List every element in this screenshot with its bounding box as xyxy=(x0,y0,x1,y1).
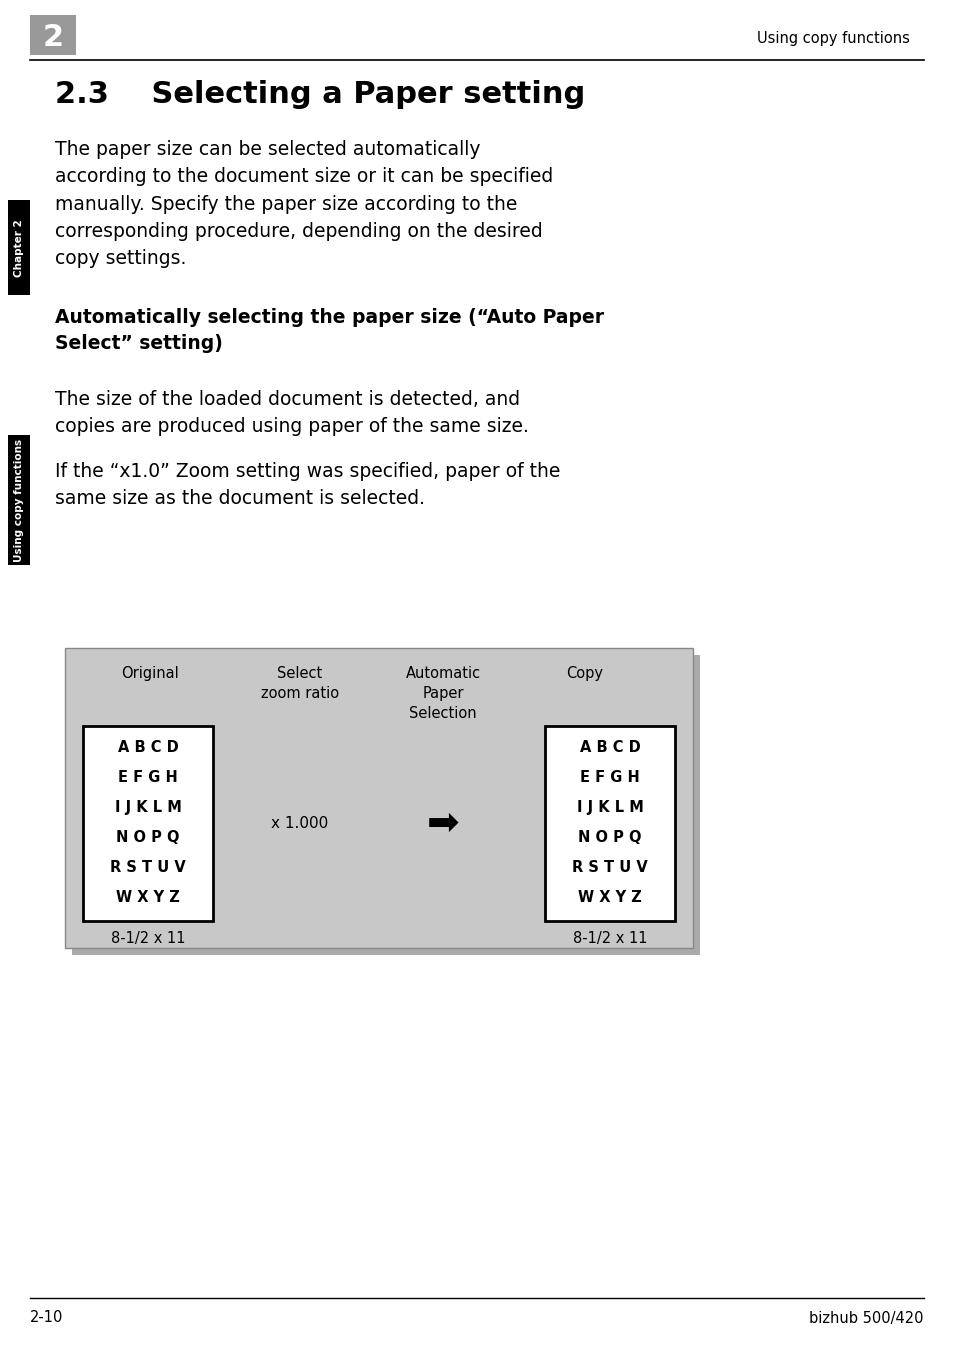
Text: N O P Q: N O P Q xyxy=(116,830,179,845)
Text: Copy: Copy xyxy=(566,667,603,681)
Text: bizhub 500/420: bizhub 500/420 xyxy=(809,1310,923,1325)
Text: I J K L M: I J K L M xyxy=(114,800,181,815)
Text: Chapter 2: Chapter 2 xyxy=(14,219,24,277)
Text: A B C D: A B C D xyxy=(579,740,639,754)
Text: x 1.000: x 1.000 xyxy=(271,817,328,831)
Text: The size of the loaded document is detected, and
copies are produced using paper: The size of the loaded document is detec… xyxy=(55,389,528,437)
Text: 8-1/2 x 11: 8-1/2 x 11 xyxy=(572,932,646,946)
Bar xyxy=(83,726,213,921)
Bar xyxy=(71,654,700,955)
Text: If the “x1.0” Zoom setting was specified, paper of the
same size as the document: If the “x1.0” Zoom setting was specified… xyxy=(55,462,559,508)
Text: Automatically selecting the paper size (“Auto Paper
Select” setting): Automatically selecting the paper size (… xyxy=(55,308,603,353)
Text: A B C D: A B C D xyxy=(117,740,178,754)
Text: 8-1/2 x 11: 8-1/2 x 11 xyxy=(111,932,185,946)
Text: R S T U V: R S T U V xyxy=(572,860,647,875)
Text: Using copy functions: Using copy functions xyxy=(757,31,909,46)
Text: N O P Q: N O P Q xyxy=(578,830,641,845)
Bar xyxy=(65,648,692,948)
Text: W X Y Z: W X Y Z xyxy=(116,890,180,904)
Bar xyxy=(8,435,30,565)
Text: 2.3    Selecting a Paper setting: 2.3 Selecting a Paper setting xyxy=(55,80,584,110)
Text: R S T U V: R S T U V xyxy=(110,860,186,875)
Text: E F G H: E F G H xyxy=(118,771,177,786)
Text: Using copy functions: Using copy functions xyxy=(14,438,24,561)
Text: W X Y Z: W X Y Z xyxy=(578,890,641,904)
Text: Automatic
Paper
Selection: Automatic Paper Selection xyxy=(405,667,480,721)
Text: Select
zoom ratio: Select zoom ratio xyxy=(261,667,338,700)
Text: ➡: ➡ xyxy=(426,804,458,842)
Text: Original: Original xyxy=(121,667,178,681)
Bar xyxy=(8,200,30,295)
Text: The paper size can be selected automatically
according to the document size or i: The paper size can be selected automatic… xyxy=(55,141,553,268)
Text: E F G H: E F G H xyxy=(579,771,639,786)
Bar xyxy=(544,726,675,921)
Text: I J K L M: I J K L M xyxy=(576,800,642,815)
Text: 2-10: 2-10 xyxy=(30,1310,63,1325)
Bar xyxy=(30,15,76,55)
Text: 2: 2 xyxy=(42,23,64,53)
